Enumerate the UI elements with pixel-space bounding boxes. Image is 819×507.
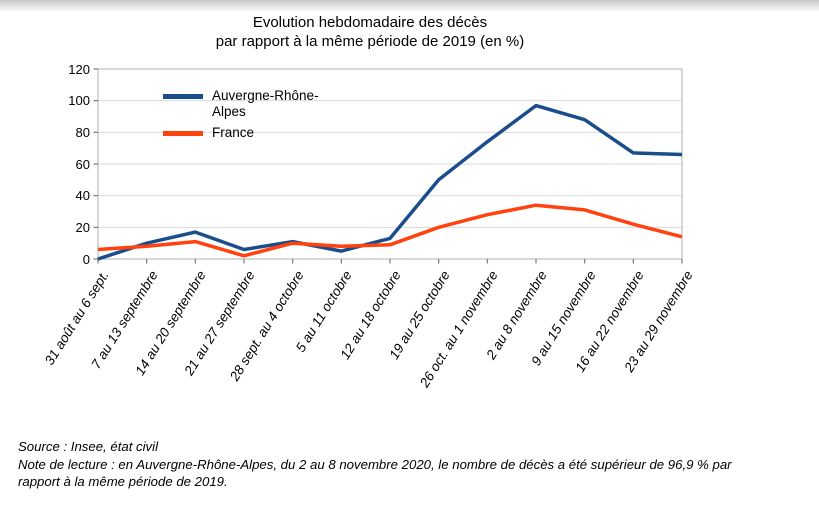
- y-axis-tick-label: 40: [75, 188, 90, 204]
- y-axis-tick-label: 60: [75, 156, 90, 172]
- window-top-edge: [0, 0, 819, 12]
- series-line: [97, 203, 683, 258]
- legend: Auvergne-Rhône-Alpes France: [163, 88, 324, 141]
- legend-line-swatch: [163, 131, 203, 136]
- y-axis-tick-label: 20: [75, 219, 90, 235]
- legend-item-france: France: [163, 125, 324, 141]
- footer: Source : Insee, état civil Note de lectu…: [18, 438, 763, 491]
- legend-label: France: [212, 125, 255, 140]
- source-note: Source : Insee, état civil: [18, 439, 159, 454]
- legend-line-swatch: [163, 94, 203, 99]
- legend-label: Auvergne-Rhône-Alpes: [212, 88, 319, 119]
- y-axis-tick-label: 100: [68, 93, 90, 109]
- chart-title-line2: par rapport à la même période de 2019 (e…: [215, 33, 525, 50]
- chart-title-line1: Evolution hebdomadaire des décès: [252, 14, 488, 31]
- legend-item-auvergne-rhone-alpes: Auvergne-Rhône-Alpes: [163, 88, 324, 120]
- y-axis-tick-label: 80: [75, 124, 90, 140]
- reading-note: Note de lecture : en Auvergne-Rhône-Alpe…: [18, 456, 732, 490]
- chart-title: Evolution hebdomadaire des décès par rap…: [0, 13, 740, 51]
- y-axis-tick-label: 0: [82, 251, 90, 267]
- y-axis-tick-label: 120: [68, 61, 90, 77]
